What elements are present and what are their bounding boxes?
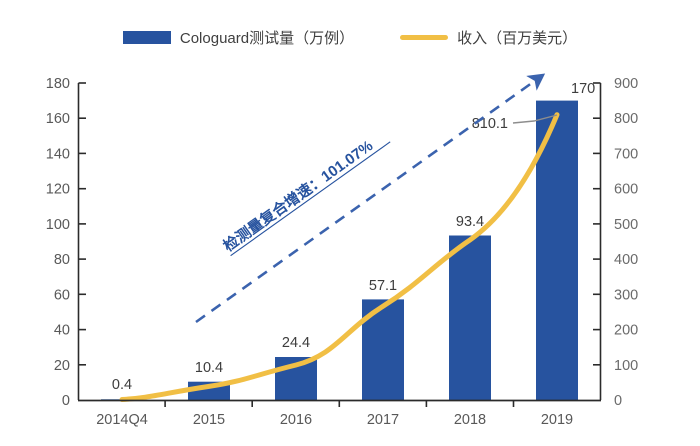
bar-value-labels: 0.4 10.4 24.4 57.1 93.4 170: [112, 81, 595, 393]
x-axis-label-2017: 2017: [367, 412, 399, 428]
callout-leader-line: [512, 114, 558, 124]
bar-label-2017: 57.1: [369, 278, 397, 294]
right-axis-tick-500: 500: [614, 217, 638, 233]
left-axis-tick-160: 160: [46, 111, 70, 127]
left-axis-tick-80: 80: [54, 252, 70, 268]
bar-label-2019: 170: [571, 81, 595, 97]
legend-line-swatch-icon: [400, 34, 449, 40]
line-series-revenue: [119, 112, 560, 402]
left-axis-tick-140: 140: [46, 146, 70, 162]
left-axis-tick-40: 40: [54, 323, 70, 339]
right-axis-tick-400: 400: [614, 252, 638, 268]
right-axis-tick-600: 600: [614, 182, 638, 198]
cagr-trend-arrow: [195, 73, 546, 324]
bottom-axis: 2014Q4 2015 2016 2017 2018 2019: [78, 399, 601, 428]
left-axis-tick-0: 0: [62, 393, 70, 409]
right-axis-tick-100: 100: [614, 358, 638, 374]
bar-label-2014Q4: 0.4: [112, 377, 132, 393]
left-axis: 180 160 140 120 100 80 60 40 20 0: [46, 76, 86, 409]
x-axis-label-2016: 2016: [280, 412, 312, 428]
legend-label-revenue: 收入（百万美元）: [457, 29, 578, 47]
legend-item-revenue: 收入（百万美元）: [400, 27, 577, 48]
revenue-line-path[interactable]: [119, 112, 560, 402]
left-axis-tick-180: 180: [46, 76, 70, 92]
chart-legend: Cologuard测试量（万例） 收入（百万美元）: [0, 22, 700, 52]
x-axis-label-2014Q4: 2014Q4: [96, 412, 148, 428]
cagr-annotation: 检测量复合增速：101.07%: [220, 137, 391, 257]
legend-item-cologuard-volume: Cologuard测试量（万例）: [122, 27, 355, 48]
legend-label-cologuard-volume: Cologuard测试量（万例）: [179, 29, 355, 47]
x-axis-label-2019: 2019: [541, 412, 573, 428]
x-axis-label-2018: 2018: [454, 412, 486, 428]
legend-bar-swatch-icon: [122, 30, 171, 44]
callout-label-810: 810.1: [472, 116, 508, 132]
x-axis-label-2015: 2015: [193, 412, 225, 428]
bar-series-cologuard-volume: [101, 100, 578, 401]
bar-label-2016: 24.4: [282, 335, 310, 351]
bar-label-2015: 10.4: [195, 360, 223, 376]
left-axis-tick-120: 120: [46, 182, 70, 198]
right-axis-tick-900: 900: [614, 76, 638, 92]
right-axis-tick-0: 0: [614, 393, 622, 409]
right-axis-tick-700: 700: [614, 146, 638, 162]
bar-2018[interactable]: [449, 235, 491, 401]
left-axis-tick-60: 60: [54, 287, 70, 303]
bar-label-2018: 93.4: [456, 214, 484, 230]
right-axis-tick-800: 800: [614, 111, 638, 127]
left-axis-tick-100: 100: [46, 217, 70, 233]
right-axis-tick-300: 300: [614, 287, 638, 303]
right-axis: 900 800 700 600 500 400 300 200 100 0: [593, 76, 638, 409]
right-axis-tick-200: 200: [614, 323, 638, 339]
cagr-annotation-label: 检测量复合增速：101.07%: [220, 137, 376, 256]
left-axis-tick-20: 20: [54, 358, 70, 374]
